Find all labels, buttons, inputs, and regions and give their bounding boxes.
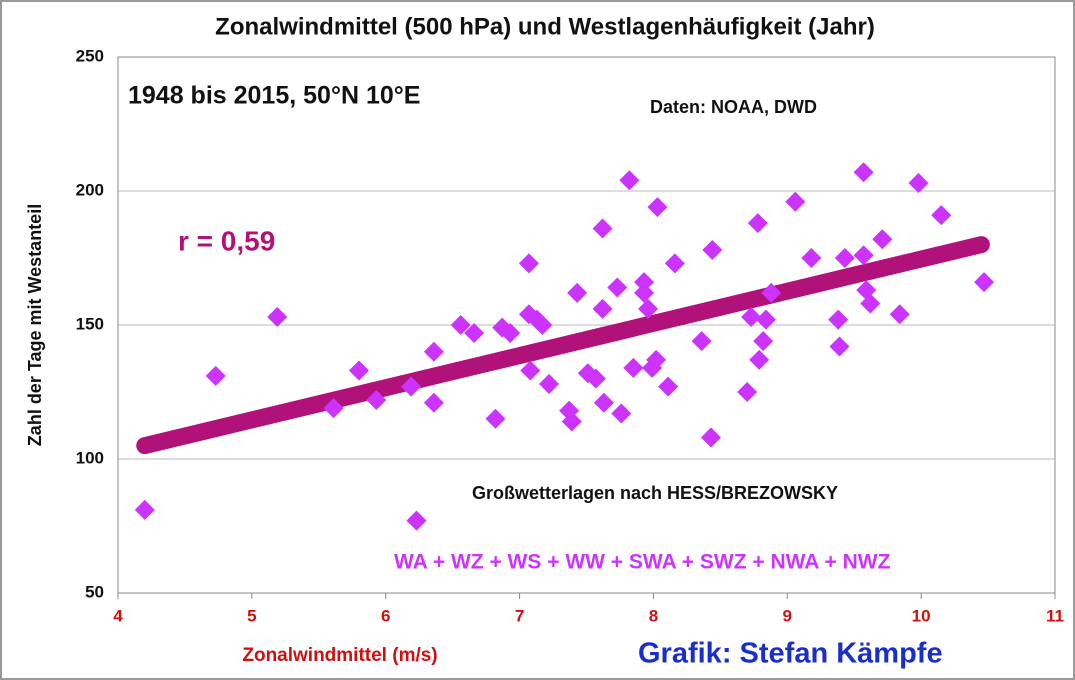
point — [592, 298, 613, 319]
point — [134, 499, 155, 520]
y-tick-label: 200 — [76, 180, 104, 199]
point — [520, 360, 541, 381]
y-tick-label: 50 — [85, 582, 104, 601]
point — [638, 298, 659, 319]
x-tick-label: 10 — [912, 606, 931, 625]
point — [853, 245, 874, 266]
point — [702, 239, 723, 260]
plot-border — [117, 56, 1056, 594]
x-tick-label: 4 — [113, 606, 123, 625]
point — [801, 248, 822, 268]
y-tick-label: 250 — [76, 46, 104, 65]
point — [828, 309, 849, 330]
point — [741, 306, 762, 327]
x-axis-label: Zonalwindmittel (m/s) — [242, 645, 437, 666]
point — [658, 376, 679, 397]
point — [592, 218, 613, 239]
point — [755, 309, 776, 330]
x-tick-label: 5 — [247, 606, 256, 625]
point — [860, 293, 881, 314]
annotation: 1948 bis 2015, 50°N 10°E — [128, 82, 420, 110]
point — [561, 411, 582, 432]
point — [931, 205, 952, 226]
point — [539, 373, 560, 394]
point — [366, 390, 387, 411]
y-axis-label: Zahl der Tage mit Westanteil — [25, 204, 45, 446]
point — [607, 277, 628, 298]
point — [634, 282, 655, 303]
point — [323, 398, 344, 419]
point — [500, 323, 521, 344]
x-tick-label: 11 — [1046, 606, 1064, 625]
point — [737, 382, 758, 402]
point — [485, 408, 506, 429]
point — [623, 357, 644, 378]
x-tick-label: 9 — [783, 606, 792, 625]
point — [585, 368, 606, 389]
point — [464, 323, 485, 344]
point — [853, 162, 874, 183]
point — [872, 229, 893, 250]
point — [593, 392, 614, 413]
point — [619, 170, 640, 191]
point — [423, 392, 444, 413]
point — [518, 253, 539, 274]
point — [889, 304, 910, 325]
x-tick-label: 6 — [381, 606, 390, 625]
trend-line — [136, 236, 990, 455]
point — [785, 191, 806, 212]
point — [450, 315, 471, 335]
point — [646, 349, 667, 370]
point — [611, 403, 632, 424]
point — [401, 376, 422, 397]
point — [567, 282, 588, 303]
point — [267, 306, 288, 327]
point — [761, 282, 782, 303]
point — [423, 341, 444, 362]
point — [834, 248, 855, 268]
point — [691, 331, 712, 352]
point — [753, 331, 774, 352]
point — [205, 365, 226, 386]
point — [532, 315, 553, 335]
point — [647, 197, 668, 218]
chart-title: Zonalwindmittel (500 hPa) und Westlagenh… — [215, 13, 875, 40]
annotation: r = 0,59 — [178, 225, 275, 256]
annotation: Großwetterlagen nach HESS/BREZOWSKY — [472, 483, 838, 503]
annotation: Daten: NOAA, DWD — [650, 97, 817, 117]
annotation: Grafik: Stefan Kämpfe — [638, 638, 943, 670]
point — [749, 349, 770, 370]
point — [348, 360, 369, 381]
point — [974, 272, 995, 293]
point — [406, 510, 427, 531]
point — [908, 172, 929, 193]
point — [700, 427, 721, 448]
point — [747, 213, 768, 234]
point — [829, 336, 850, 357]
y-tick-label: 150 — [76, 314, 104, 333]
point — [664, 253, 685, 274]
annotation: WA + WZ + WS + WW + SWA + SWZ + NWA + NW… — [394, 551, 891, 574]
x-tick-label: 7 — [515, 606, 524, 625]
x-tick-label: 8 — [649, 606, 658, 625]
y-tick-label: 100 — [76, 448, 104, 467]
point — [634, 272, 655, 293]
